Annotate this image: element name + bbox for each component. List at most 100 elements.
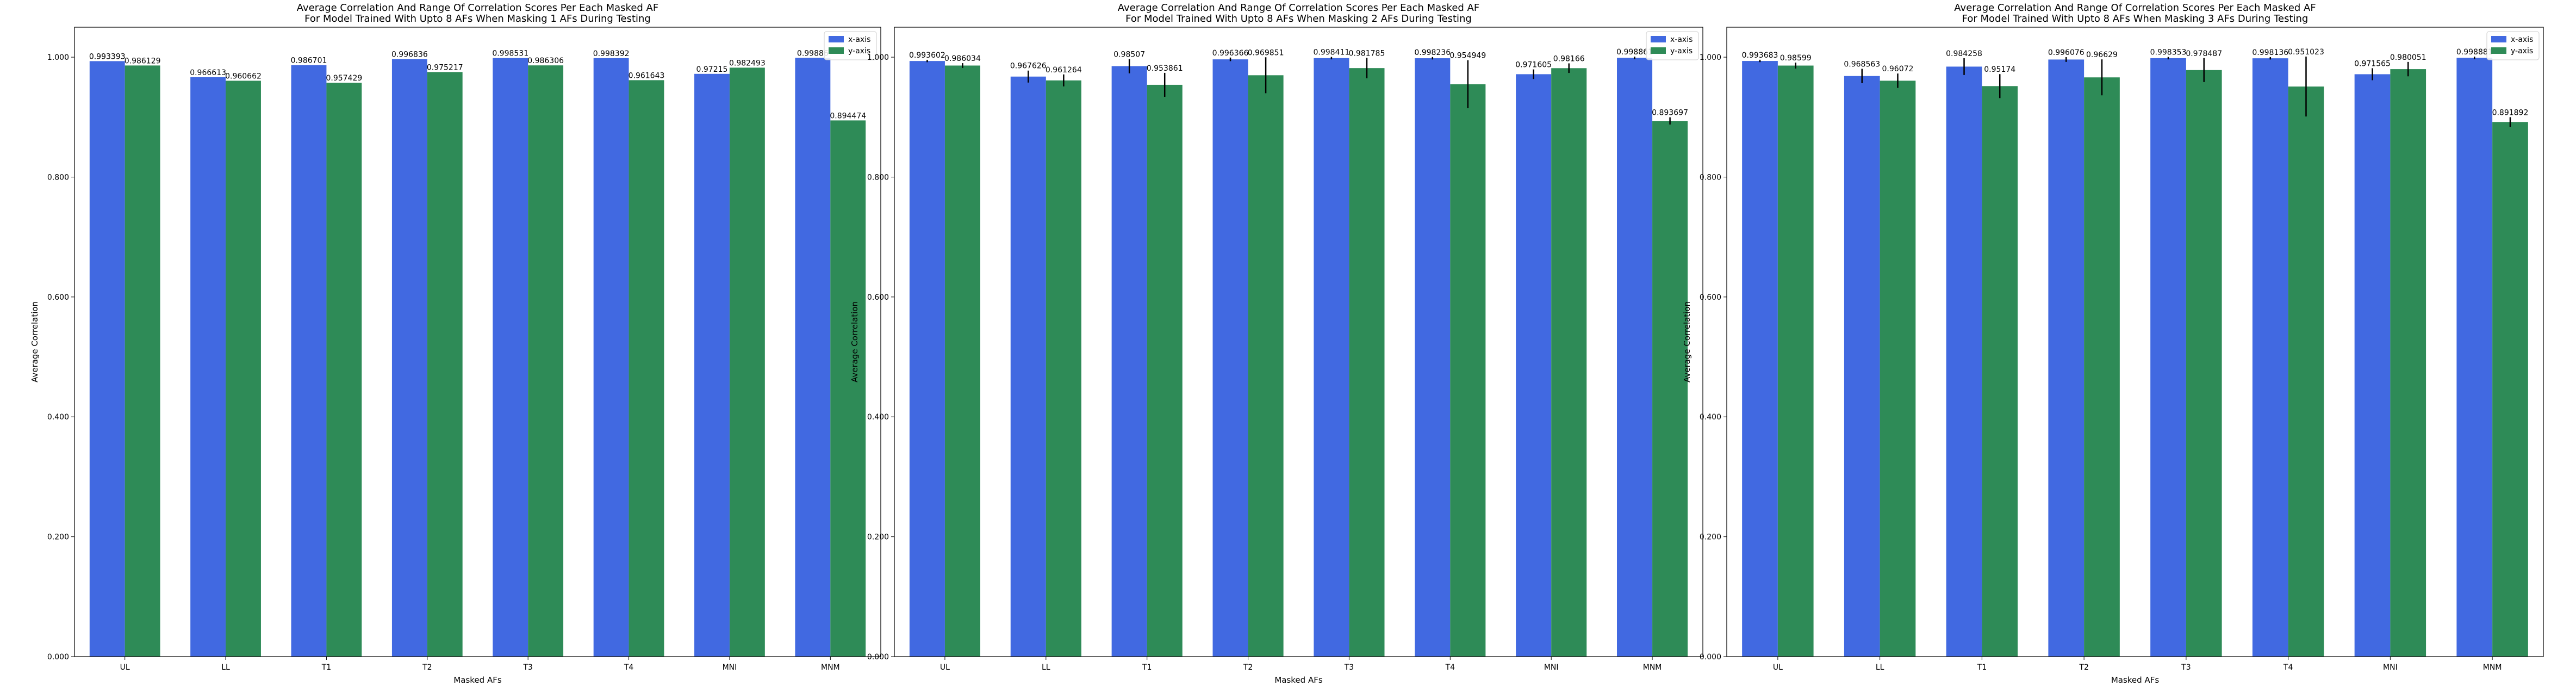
y-tick-label-2: 0.400 [867, 413, 889, 422]
chart-title-line-2: For Model Trained With Upto 8 AFs When M… [1962, 13, 2309, 24]
bar-label-ll-y-axis: 0.96072 [1882, 65, 1914, 73]
bar-mni-y-axis [2390, 69, 2426, 657]
x-tick-label-ul: UL [120, 663, 130, 672]
bar-mnm-y-axis [1652, 121, 1688, 657]
bar-label-ll-x-axis: 0.968563 [1844, 60, 1880, 69]
y-tick-label-0: 0.000 [867, 653, 889, 662]
bar-t3-x-axis [1314, 58, 1349, 657]
bar-label-t2-x-axis: 0.996366 [1212, 49, 1249, 58]
bar-mni-x-axis [1516, 74, 1552, 657]
bar-mni-x-axis [694, 73, 730, 657]
bar-ll-y-axis [1046, 80, 1081, 657]
plot-frame [1726, 27, 2544, 657]
bar-label-mni-x-axis: 0.971565 [2354, 59, 2391, 68]
y-tick-label-3: 0.600 [47, 293, 69, 302]
x-tick-label-t2: T2 [2079, 663, 2088, 672]
bar-t1-y-axis [326, 83, 362, 657]
x-tick-label-t3: T3 [1344, 663, 1354, 672]
bar-t4-y-axis [2288, 86, 2324, 657]
bar-mnm-y-axis [2492, 122, 2528, 657]
x-axis-label: Masked AFs [2111, 675, 2160, 685]
legend-swatch-x-axis [2491, 36, 2506, 42]
legend-swatch-x-axis [1651, 36, 1666, 42]
bar-ul-y-axis [1777, 65, 1814, 657]
bar-t1-y-axis [1147, 84, 1183, 657]
bar-mnm-x-axis [795, 58, 831, 657]
bar-label-t1-y-axis: 0.953861 [1147, 64, 1183, 73]
bar-label-mnm-y-axis: 0.891892 [2492, 108, 2529, 117]
bar-label-mnm-y-axis: 0.893697 [1652, 109, 1688, 118]
y-tick-label-4: 0.800 [1700, 173, 1721, 182]
bar-label-t3-y-axis: 0.978487 [2186, 50, 2222, 58]
chart-title-line-2: For Model Trained With Upto 8 AFs When M… [1125, 13, 1472, 24]
x-tick-label-mnm: MNM [2483, 663, 2502, 672]
legend-swatch-y-axis [2491, 47, 2506, 54]
bar-t4-y-axis [629, 80, 664, 657]
bar-t4-x-axis [593, 58, 629, 657]
chart-title-line-1: Average Correlation And Range Of Correla… [297, 2, 658, 14]
bar-label-t1-x-axis: 0.984258 [1946, 50, 1982, 58]
bar-label-t2-x-axis: 0.996076 [2048, 48, 2085, 57]
chart-title-line-2: For Model Trained With Upto 8 AFs When M… [304, 13, 651, 24]
bar-label-mnm-x-axis: 0.998881 [2456, 48, 2493, 57]
legend: x-axis y-axis [824, 31, 877, 60]
bar-label-t1-x-axis: 0.986701 [291, 57, 327, 65]
bar-ul-x-axis [1742, 61, 1778, 657]
bar-mnm-x-axis [2456, 58, 2493, 657]
bar-mni-y-axis [1551, 68, 1587, 657]
x-tick-label-ul: UL [1773, 663, 1783, 672]
bar-label-t4-y-axis: 0.961643 [629, 71, 665, 80]
x-tick-label-mnm: MNM [821, 663, 840, 672]
bar-mnm-y-axis [830, 120, 866, 657]
bar-label-ul-x-axis: 0.993602 [909, 51, 945, 60]
x-axis-label: Masked AFs [453, 675, 502, 685]
x-tick-label-ll: LL [221, 663, 230, 672]
bar-label-t4-y-axis: 0.951023 [2288, 48, 2324, 57]
bar-label-mnm-x-axis: 0.998861 [1616, 48, 1653, 57]
bar-label-t3-x-axis: 0.998531 [492, 50, 528, 58]
x-tick-label-mni: MNI [2383, 663, 2398, 672]
bar-label-ll-y-axis: 0.961264 [1046, 66, 1082, 75]
bar-ll-x-axis [1844, 76, 1880, 657]
legend: x-axis y-axis [1646, 31, 1699, 60]
legend-label-y-axis: y-axis [2511, 47, 2533, 55]
y-tick-label-5: 1.000 [1700, 53, 1721, 62]
y-tick-label-2: 0.400 [47, 413, 69, 422]
y-tick-label-1: 0.200 [47, 533, 69, 542]
x-tick-label-mni: MNI [1544, 663, 1559, 672]
legend-label-x-axis: x-axis [2511, 35, 2533, 44]
x-tick-label-t2: T2 [1243, 663, 1253, 672]
bar-ll-y-axis [226, 81, 261, 657]
bar-label-t3-x-axis: 0.998411 [1314, 48, 1350, 57]
bar-t1-x-axis [1111, 66, 1147, 657]
legend-label-y-axis: y-axis [1670, 47, 1693, 55]
y-tick-label-1: 0.200 [867, 533, 889, 542]
chart-title-line-1: Average Correlation And Range Of Correla… [1954, 2, 2316, 14]
bar-t3-y-axis [528, 65, 564, 657]
bar-label-ul-x-axis: 0.993393 [89, 52, 126, 61]
bar-label-mnm-x-axis: 0.99886 [797, 49, 829, 58]
bar-ll-y-axis [1880, 81, 1916, 657]
bar-mni-y-axis [729, 67, 765, 657]
bar-label-ul-x-axis: 0.993683 [1742, 51, 1778, 60]
bar-label-t2-x-axis: 0.996836 [391, 51, 428, 59]
y-tick-label-5: 1.000 [867, 53, 889, 62]
bar-ul-x-axis [909, 61, 945, 657]
y-tick-label-0: 0.000 [47, 653, 69, 662]
chart-panel-3: Average Correlation And Range Of Correla… [1682, 2, 2544, 685]
y-tick-label-4: 0.800 [47, 173, 69, 182]
bar-label-t2-y-axis: 0.975217 [427, 63, 463, 72]
bar-t3-y-axis [1349, 68, 1385, 657]
bar-ll-x-axis [190, 77, 226, 657]
x-tick-label-mni: MNI [723, 663, 737, 672]
x-tick-label-t1: T1 [1977, 663, 1987, 672]
bar-mnm-x-axis [1617, 58, 1653, 657]
bar-t2-x-axis [1212, 59, 1248, 657]
legend-label-x-axis: x-axis [1670, 35, 1693, 44]
bar-t4-x-axis [2252, 58, 2288, 657]
chart-panel-1: Average Correlation And Range Of Correla… [30, 2, 881, 685]
bar-label-t2-y-axis: 0.969851 [1248, 48, 1284, 57]
x-tick-label-t3: T3 [2181, 663, 2191, 672]
bar-label-t2-y-axis: 0.96629 [2086, 51, 2118, 59]
bar-label-t1-y-axis: 0.957429 [326, 74, 362, 83]
